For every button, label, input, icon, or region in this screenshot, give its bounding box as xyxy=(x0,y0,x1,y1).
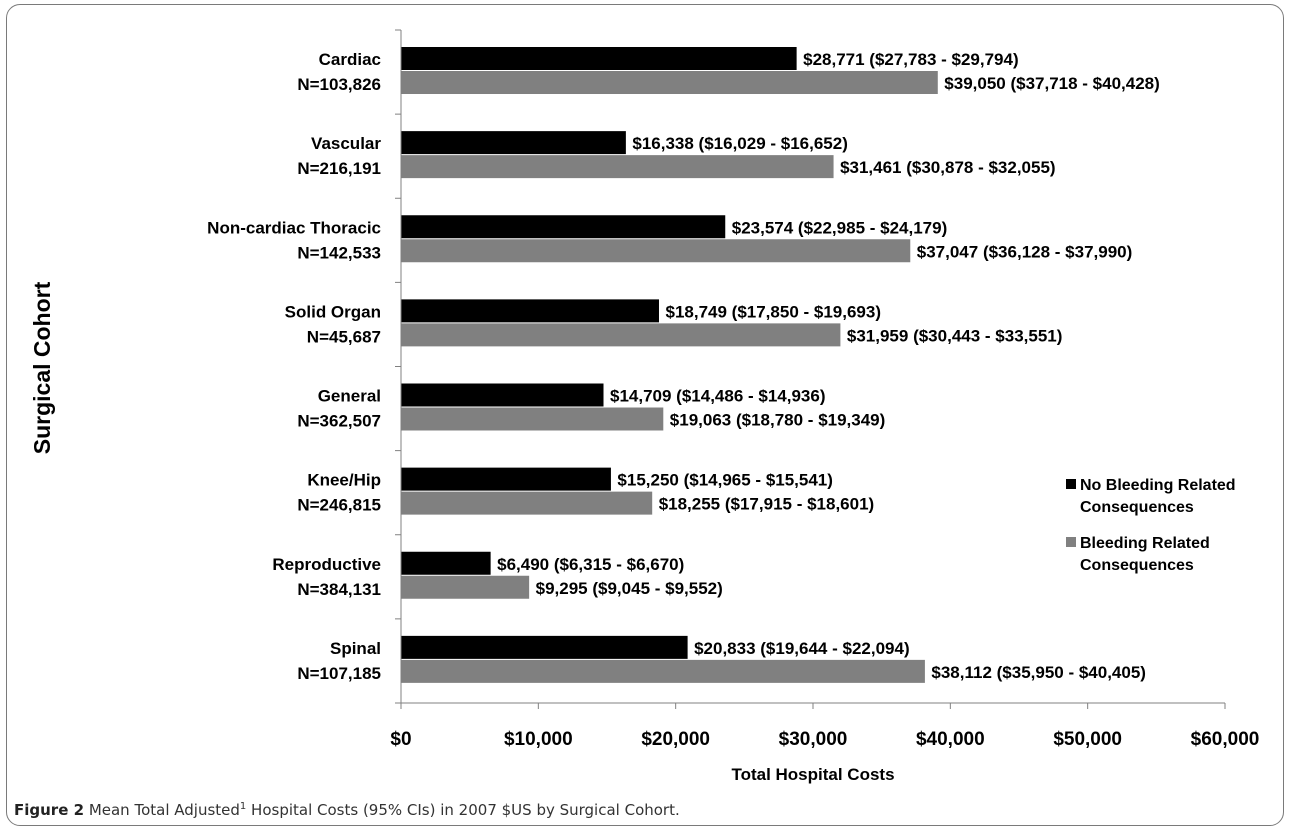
category-n-label: N=216,191 xyxy=(297,159,381,178)
bar xyxy=(401,299,659,323)
legend-label: Consequences xyxy=(1080,499,1194,516)
bar xyxy=(401,215,726,239)
bar-value-label: $20,833 ($19,644 - $22,094) xyxy=(694,639,910,658)
bar-value-label: $15,250 ($14,965 - $15,541) xyxy=(617,471,833,490)
category-label: Knee/Hip xyxy=(307,471,381,490)
bar xyxy=(401,383,604,407)
x-axis-title: Total Hospital Costs xyxy=(731,765,894,784)
category-n-label: N=384,131 xyxy=(297,580,381,599)
figure-frame xyxy=(6,4,1284,826)
category-n-label: N=362,507 xyxy=(297,412,381,431)
legend-label: Bleeding Related xyxy=(1080,535,1210,552)
bar xyxy=(401,71,938,94)
bar-chart: $0 $10,000 $20,000 $30,000 $40,000 $50,000 $60… xyxy=(29,29,1260,784)
category-label: General xyxy=(318,387,381,406)
caption-text-end: Hospital Costs (95% CIs) in 2007 $US by … xyxy=(246,801,680,819)
bar-value-label: $9,295 ($9,045 - $9,552) xyxy=(536,579,723,598)
bar-value-label: $38,112 ($35,950 - $40,405) xyxy=(931,663,1146,682)
category-label: Solid Organ xyxy=(285,302,381,321)
bar-value-label: $31,959 ($30,443 - $33,551) xyxy=(847,326,1063,345)
caption-text: Mean Total Adjusted xyxy=(84,801,240,819)
category-n-label: N=246,815 xyxy=(297,496,381,515)
bar-value-label: $31,461 ($30,878 - $32,055) xyxy=(840,158,1056,177)
category-n-label: N=45,687 xyxy=(307,327,381,346)
y-axis-title: Surgical Cohort xyxy=(29,281,55,454)
bar xyxy=(401,155,834,179)
x-tick-label: $30,000 xyxy=(779,729,848,750)
bar xyxy=(401,575,530,599)
legend-label: No Bleeding Related xyxy=(1080,477,1236,494)
legend-swatch xyxy=(1066,537,1076,547)
legend-swatch xyxy=(1066,479,1076,489)
legend-label: Consequences xyxy=(1080,557,1194,574)
category-n-label: N=107,185 xyxy=(297,664,381,683)
bar-value-label: $39,050 ($37,718 - $40,428) xyxy=(944,74,1160,93)
bar-value-label: $28,771 ($27,783 - $29,794) xyxy=(803,50,1019,69)
bar-value-label: $14,709 ($14,486 - $14,936) xyxy=(610,387,826,406)
category-label: Reproductive xyxy=(272,555,381,574)
x-tick-label: $10,000 xyxy=(504,729,573,750)
x-tick-label: $60,000 xyxy=(1191,729,1260,750)
x-tick-label: $50,000 xyxy=(1053,729,1122,750)
bar-value-label: $18,255 ($17,915 - $18,601) xyxy=(659,495,875,514)
bar xyxy=(401,407,664,431)
bar xyxy=(401,131,626,155)
bar-value-label: $23,574 ($22,985 - $24,179) xyxy=(732,218,948,237)
bar-value-label: $19,063 ($18,780 - $19,349) xyxy=(670,411,886,430)
figure-caption: Figure 2 Mean Total Adjusted1 Hospital C… xyxy=(14,801,680,819)
bar-value-label: $6,490 ($6,315 - $6,670) xyxy=(497,555,684,574)
bar xyxy=(401,323,841,347)
caption-prefix: Figure 2 xyxy=(14,801,85,819)
x-tick-label: $40,000 xyxy=(916,729,985,750)
bar-value-label: $16,338 ($16,029 - $16,652) xyxy=(632,134,848,153)
bar xyxy=(401,491,653,515)
bar xyxy=(401,635,688,659)
bar-value-label: $37,047 ($36,128 - $37,990) xyxy=(917,242,1133,261)
bar xyxy=(401,659,925,683)
caption-superscript: 1 xyxy=(239,801,247,812)
bar xyxy=(401,467,611,491)
category-n-label: N=142,533 xyxy=(297,243,381,262)
x-tick-label: $0 xyxy=(390,729,411,750)
bar xyxy=(401,551,491,575)
category-label: Cardiac xyxy=(319,50,381,69)
bar-value-label: $18,749 ($17,850 - $19,693) xyxy=(665,302,881,321)
bar xyxy=(401,47,797,70)
x-tick-label: $20,000 xyxy=(641,729,710,750)
category-label: Non-cardiac Thoracic xyxy=(207,218,381,237)
bar xyxy=(401,239,911,263)
category-n-label: N=103,826 xyxy=(297,75,381,94)
category-label: Spinal xyxy=(330,639,381,658)
category-label: Vascular xyxy=(311,134,381,153)
